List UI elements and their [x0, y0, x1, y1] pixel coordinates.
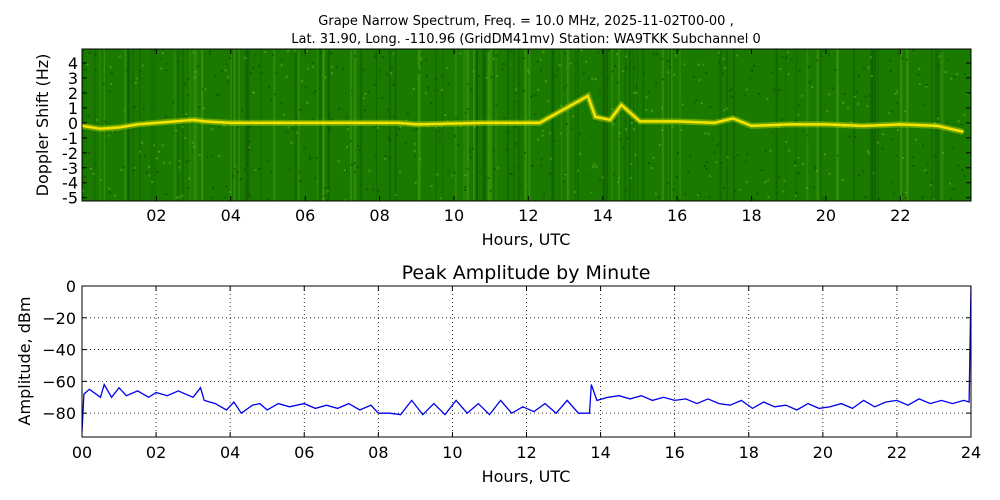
amplitude-x-tick-label: 04 [220, 443, 240, 462]
spectrogram-x-tick-label: 18 [741, 206, 761, 225]
spectrogram-y-tick-label: 2 [68, 84, 78, 103]
amplitude-x-tick-label: 18 [739, 443, 759, 462]
spectrogram-x-tick-label: 22 [890, 206, 910, 225]
amplitude-panel: Peak Amplitude by Minute 00 02 04 06 08 10 12 1… [15, 262, 981, 486]
amplitude-x-tick-label: 16 [664, 443, 684, 462]
spectrogram-x-tick-label: 10 [444, 206, 464, 225]
spectrogram-x-tick-label: 14 [593, 206, 613, 225]
spectrogram-y-tick-label: -2 [62, 144, 78, 163]
spectrogram-y-tick-label: 0 [68, 114, 78, 133]
spectrogram-x-tick-label: 08 [369, 206, 389, 225]
amplitude-title: Peak Amplitude by Minute [402, 262, 651, 284]
amplitude-x-tick-label: 08 [368, 443, 388, 462]
spectrogram-x-ticks: 02 04 06 08 10 12 14 16 18 20 22 [146, 49, 911, 225]
amplitude-x-tick-label: 22 [887, 443, 907, 462]
amplitude-grid [82, 286, 971, 437]
amplitude-x-label: Hours, UTC [482, 467, 571, 486]
spectrogram-y-tick-label: -1 [62, 129, 78, 148]
spectrogram-frame [81, 48, 972, 202]
spectrogram-x-tick-label: 20 [816, 206, 836, 225]
spectrogram-y-tick-label: -3 [62, 159, 78, 178]
signal-trace [82, 94, 964, 134]
amplitude-x-tick-label: 12 [516, 443, 536, 462]
amplitude-y-tick-label: −20 [42, 309, 76, 328]
spectrogram-y-tick-label: 3 [68, 69, 78, 88]
amplitude-y-ticks: 0 −20 −40 −60 −80 [42, 277, 971, 423]
spectrogram-x-tick-label: 12 [518, 206, 538, 225]
amplitude-y-tick-label: −60 [42, 372, 76, 391]
amplitude-x-tick-label: 24 [961, 443, 981, 462]
amplitude-x-tick-label: 14 [590, 443, 610, 462]
spectrogram-panel: Grape Narrow Spectrum, Freq. = 10.0 MHz,… [33, 14, 972, 249]
spectrogram-x-label: Hours, UTC [482, 230, 571, 249]
amplitude-plot-area [82, 286, 971, 437]
amplitude-x-ticks: 00 02 04 06 08 10 12 14 16 18 20 22 24 [72, 286, 981, 462]
amplitude-x-tick-label: 10 [442, 443, 462, 462]
amplitude-x-tick-label: 00 [72, 443, 92, 462]
amplitude-series-line [82, 286, 971, 433]
spectrogram-title-line1: Grape Narrow Spectrum, Freq. = 10.0 MHz,… [318, 14, 733, 29]
spectrogram-signal [82, 91, 965, 135]
spectrogram-x-tick-label: 04 [221, 206, 241, 225]
amplitude-y-tick-label: −80 [42, 404, 76, 423]
spectrogram-y-label: Doppler Shift (Hz) [33, 54, 52, 197]
amplitude-x-tick-label: 20 [813, 443, 833, 462]
spectrogram-x-tick-label: 02 [146, 206, 166, 225]
amplitude-y-label: Amplitude, dBm [15, 297, 34, 426]
spectrogram-y-tick-label: -4 [62, 174, 78, 193]
spectrogram-y-tick-label: 4 [68, 54, 78, 73]
amplitude-y-tick-label: 0 [66, 277, 76, 296]
spectrogram-y-tick-label: 1 [68, 99, 78, 118]
spectrogram-x-tick-label: 16 [667, 206, 687, 225]
amplitude-y-tick-label: −40 [42, 341, 76, 360]
amplitude-x-tick-label: 02 [146, 443, 166, 462]
amplitude-x-tick-label: 06 [294, 443, 314, 462]
spectrogram-y-tick-label: -5 [62, 189, 78, 208]
spectrogram-title-line2: Lat. 31.90, Long. -110.96 (GridDM41mv) S… [291, 32, 761, 47]
spectrogram-x-tick-label: 06 [295, 206, 315, 225]
